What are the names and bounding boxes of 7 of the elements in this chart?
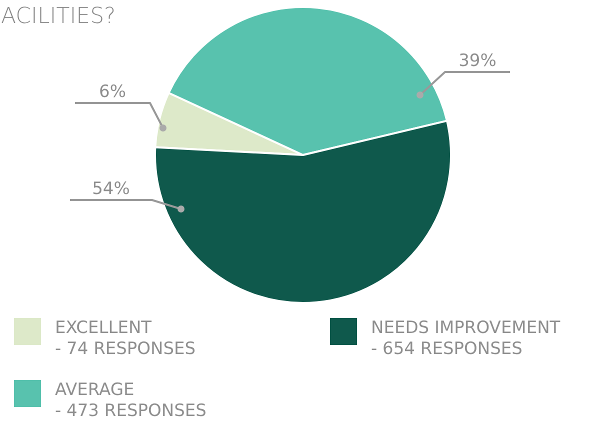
data-label: 54% [92, 178, 130, 199]
legend-label: NEEDS IMPROVEMENT - 654 RESPONSES [371, 318, 560, 360]
legend-label: AVERAGE - 473 RESPONSES [55, 380, 206, 422]
data-label: 6% [99, 82, 126, 102]
data-label: 39% [458, 50, 496, 71]
chart-title: ACILITIES? [1, 4, 116, 29]
legend-label: EXCELLENT - 74 RESPONSES [55, 318, 196, 360]
